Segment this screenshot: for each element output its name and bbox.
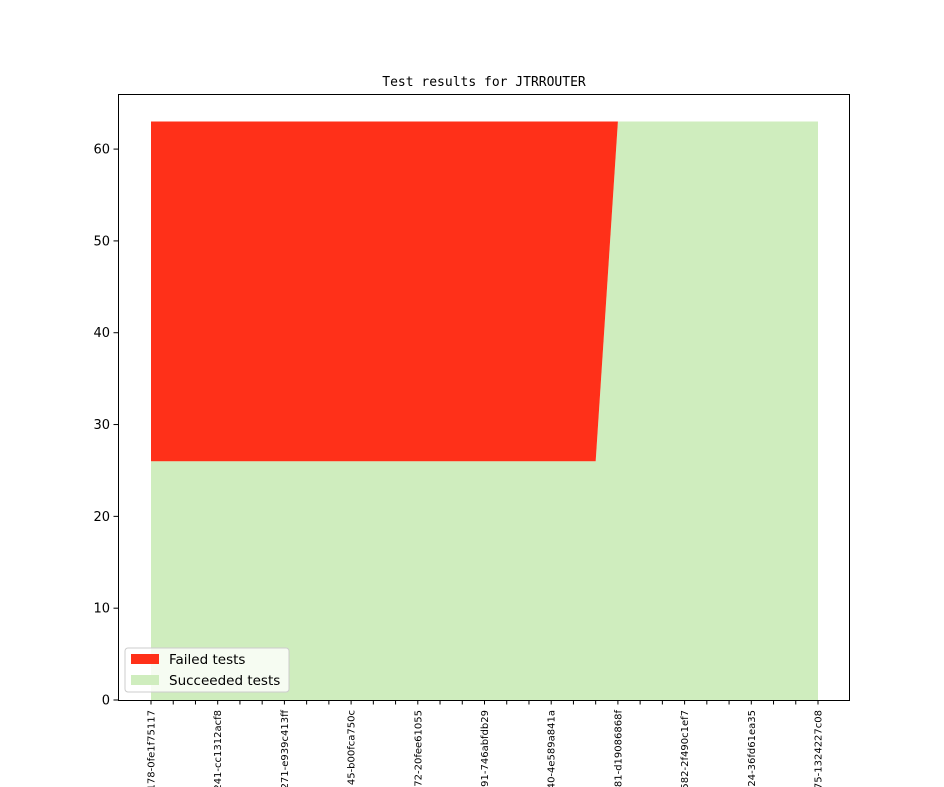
legend-swatch xyxy=(131,675,159,685)
y-tick-label: 20 xyxy=(93,510,110,525)
legend-label: Succeeded tests xyxy=(169,673,280,689)
y-tick-label: 50 xyxy=(93,234,110,249)
legend: Failed tests Succeeded tests xyxy=(124,647,290,693)
legend-swatch xyxy=(131,654,159,664)
y-tick-label: 0 xyxy=(102,694,110,709)
area-failed-tests xyxy=(151,121,818,462)
x-tick-label: 24-36fd61ea35 xyxy=(747,710,758,787)
x-tick-label: 178-0fe1f75117 xyxy=(147,710,158,787)
x-tick-label: 72-20fee61055 xyxy=(413,710,424,787)
legend-box xyxy=(124,647,290,693)
x-tick-label: 241-cc1312acf8 xyxy=(213,710,224,787)
x-tick-label: 582-2f490c1ef7 xyxy=(680,710,691,787)
y-tick-label: 60 xyxy=(93,143,110,158)
x-tick-label: 91-746abfdb29 xyxy=(480,710,491,787)
y-axis: 0 10 20 30 40 50 60 xyxy=(93,143,118,709)
x-tick-label: 271-e939c413ff xyxy=(280,709,291,787)
chart-title: Test results for JTRROUTER xyxy=(382,75,586,90)
x-axis: 178-0fe1f75117 241-cc1312acf8 271-e939c413… xyxy=(147,700,825,787)
x-tick-label: 81-d19086868f xyxy=(613,710,624,787)
plot-areas xyxy=(151,121,818,701)
y-tick-label: 30 xyxy=(93,418,110,433)
area-succeeded-tests xyxy=(151,121,818,701)
x-tick-label: 75-1324227c08 xyxy=(814,710,825,787)
y-tick-label: 40 xyxy=(93,326,110,341)
y-tick-label: 10 xyxy=(93,602,110,617)
x-tick-label: 45-b00fca750c xyxy=(347,710,358,785)
x-tick-label: 40-4e589a841a xyxy=(547,710,558,787)
legend-label: Failed tests xyxy=(169,652,245,668)
